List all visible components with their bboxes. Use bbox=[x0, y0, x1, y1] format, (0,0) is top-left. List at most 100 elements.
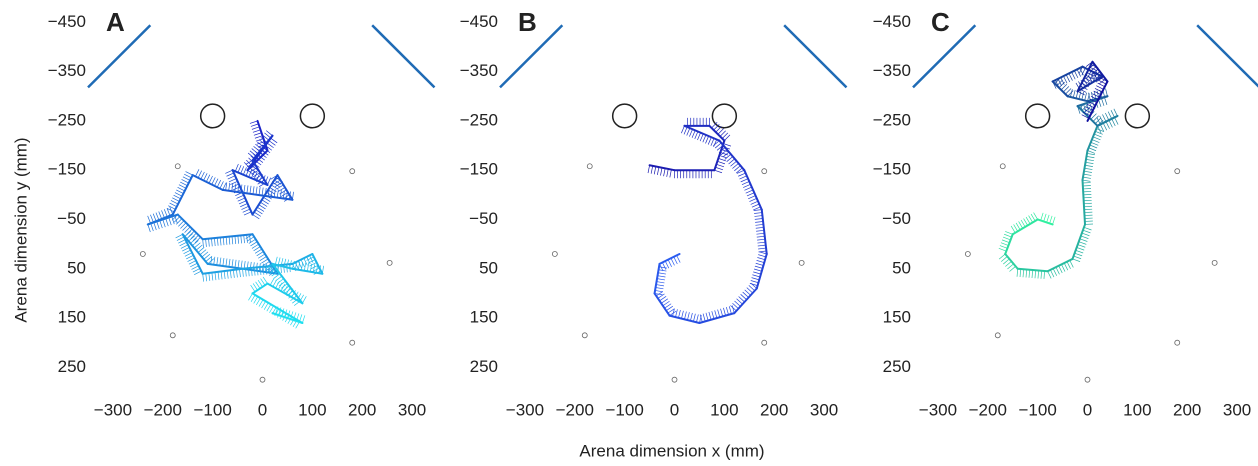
x-tick-label: −100 bbox=[1018, 400, 1056, 419]
y-tick-label: 50 bbox=[67, 258, 86, 277]
heading-whisker bbox=[287, 316, 293, 324]
heading-whisker bbox=[298, 261, 301, 270]
x-tick-label: −200 bbox=[144, 400, 182, 419]
heading-whisker bbox=[321, 265, 324, 274]
y-tick-label: 150 bbox=[58, 308, 86, 327]
heading-whisker bbox=[675, 309, 678, 318]
heading-whisker bbox=[1089, 66, 1097, 72]
heading-whisker bbox=[1108, 120, 1113, 128]
heading-whisker bbox=[243, 235, 245, 244]
heading-whisker bbox=[245, 233, 253, 239]
landmark bbox=[964, 251, 971, 257]
heading-whisker bbox=[753, 271, 762, 275]
heading-whisker bbox=[271, 270, 279, 277]
heading-whisker bbox=[220, 271, 223, 280]
heading-whisker bbox=[259, 267, 262, 276]
heading-whisker bbox=[1033, 212, 1038, 220]
heading-whisker bbox=[722, 151, 730, 158]
landmark bbox=[174, 163, 181, 170]
heading-whisker bbox=[290, 311, 294, 320]
heading-whisker bbox=[279, 190, 282, 199]
heading-whisker bbox=[180, 181, 188, 186]
heading-whisker bbox=[1067, 90, 1074, 97]
heading-whisker bbox=[272, 279, 278, 287]
heading-whisker bbox=[184, 231, 191, 237]
heading-whisker bbox=[169, 202, 177, 207]
y-tick-label: 150 bbox=[470, 308, 498, 327]
heading-whisker bbox=[282, 190, 285, 199]
heading-whisker bbox=[236, 269, 238, 278]
heading-whisker bbox=[162, 219, 166, 228]
heading-whisker bbox=[176, 218, 183, 225]
heading-whisker bbox=[1069, 260, 1074, 268]
heading-whisker bbox=[1081, 114, 1089, 119]
heading-whisker bbox=[166, 208, 175, 213]
heading-whisker bbox=[669, 310, 677, 316]
heading-whisker bbox=[195, 169, 200, 177]
heading-whisker bbox=[228, 236, 231, 245]
heading-whisker bbox=[1105, 112, 1110, 121]
heading-whisker bbox=[256, 251, 264, 257]
heading-whisker bbox=[176, 236, 185, 241]
heading-whisker bbox=[302, 296, 307, 304]
heading-whisker bbox=[184, 226, 191, 233]
heading-whisker bbox=[178, 220, 185, 227]
heading-whisker bbox=[296, 293, 302, 301]
heading-whisker bbox=[194, 270, 202, 275]
heading-whisker bbox=[156, 221, 160, 230]
heading-whisker bbox=[1060, 83, 1068, 91]
heading-whisker bbox=[754, 218, 763, 220]
heading-whisker bbox=[292, 260, 295, 269]
heading-whisker bbox=[1085, 61, 1093, 67]
heading-whisker bbox=[316, 264, 318, 273]
heading-whisker bbox=[248, 164, 256, 170]
heading-whisker bbox=[249, 120, 258, 124]
heading-whisker bbox=[730, 305, 737, 312]
heading-whisker bbox=[283, 285, 288, 293]
heading-whisker bbox=[267, 177, 271, 186]
heading-whisker bbox=[267, 188, 270, 197]
heading-whisker bbox=[184, 252, 193, 257]
heading-whisker bbox=[251, 243, 259, 249]
heading-whisker bbox=[222, 182, 227, 191]
heading-whisker bbox=[1028, 269, 1031, 278]
heading-whisker bbox=[258, 139, 266, 145]
heading-whisker bbox=[1098, 80, 1107, 85]
y-tick-label: −450 bbox=[460, 12, 498, 31]
trajectory-segment bbox=[171, 174, 194, 216]
heading-whisker bbox=[197, 170, 202, 178]
heading-whisker bbox=[253, 171, 258, 180]
panel: B −450 −350 −250 −150 −50 50 150 250 −300 −200 −100… bbox=[460, 7, 848, 419]
heading-whisker bbox=[1085, 74, 1093, 80]
heading-whisker bbox=[1097, 125, 1102, 134]
heading-whisker bbox=[170, 200, 179, 205]
heading-whisker bbox=[192, 234, 199, 242]
landmark bbox=[999, 163, 1006, 170]
heading-whisker bbox=[738, 172, 746, 177]
heading-whisker bbox=[280, 284, 286, 292]
heading-whisker bbox=[155, 212, 160, 221]
trajectory-segment bbox=[1036, 218, 1054, 226]
heading-whisker bbox=[261, 150, 269, 156]
heading-whisker bbox=[1095, 73, 1103, 80]
heading-whisker bbox=[258, 155, 265, 161]
y-tick-label: −50 bbox=[469, 209, 498, 228]
heading-whisker bbox=[730, 160, 737, 167]
heading-whisker bbox=[205, 174, 211, 182]
heading-whisker bbox=[216, 179, 222, 188]
heading-whisker bbox=[182, 247, 190, 252]
heading-whisker bbox=[1083, 106, 1091, 113]
heading-whisker bbox=[757, 244, 766, 247]
heading-whisker bbox=[1084, 109, 1092, 114]
heading-whisker bbox=[248, 169, 253, 178]
arena-wall bbox=[912, 24, 977, 89]
heading-whisker bbox=[1111, 118, 1116, 127]
heading-whisker bbox=[756, 232, 765, 235]
heading-whisker bbox=[251, 126, 260, 130]
landmark bbox=[259, 376, 266, 383]
landmark bbox=[1211, 259, 1218, 266]
heading-whisker bbox=[707, 137, 712, 145]
x-tick-label: −300 bbox=[506, 400, 544, 419]
heading-whisker bbox=[1074, 252, 1083, 257]
heading-whisker bbox=[303, 258, 308, 266]
